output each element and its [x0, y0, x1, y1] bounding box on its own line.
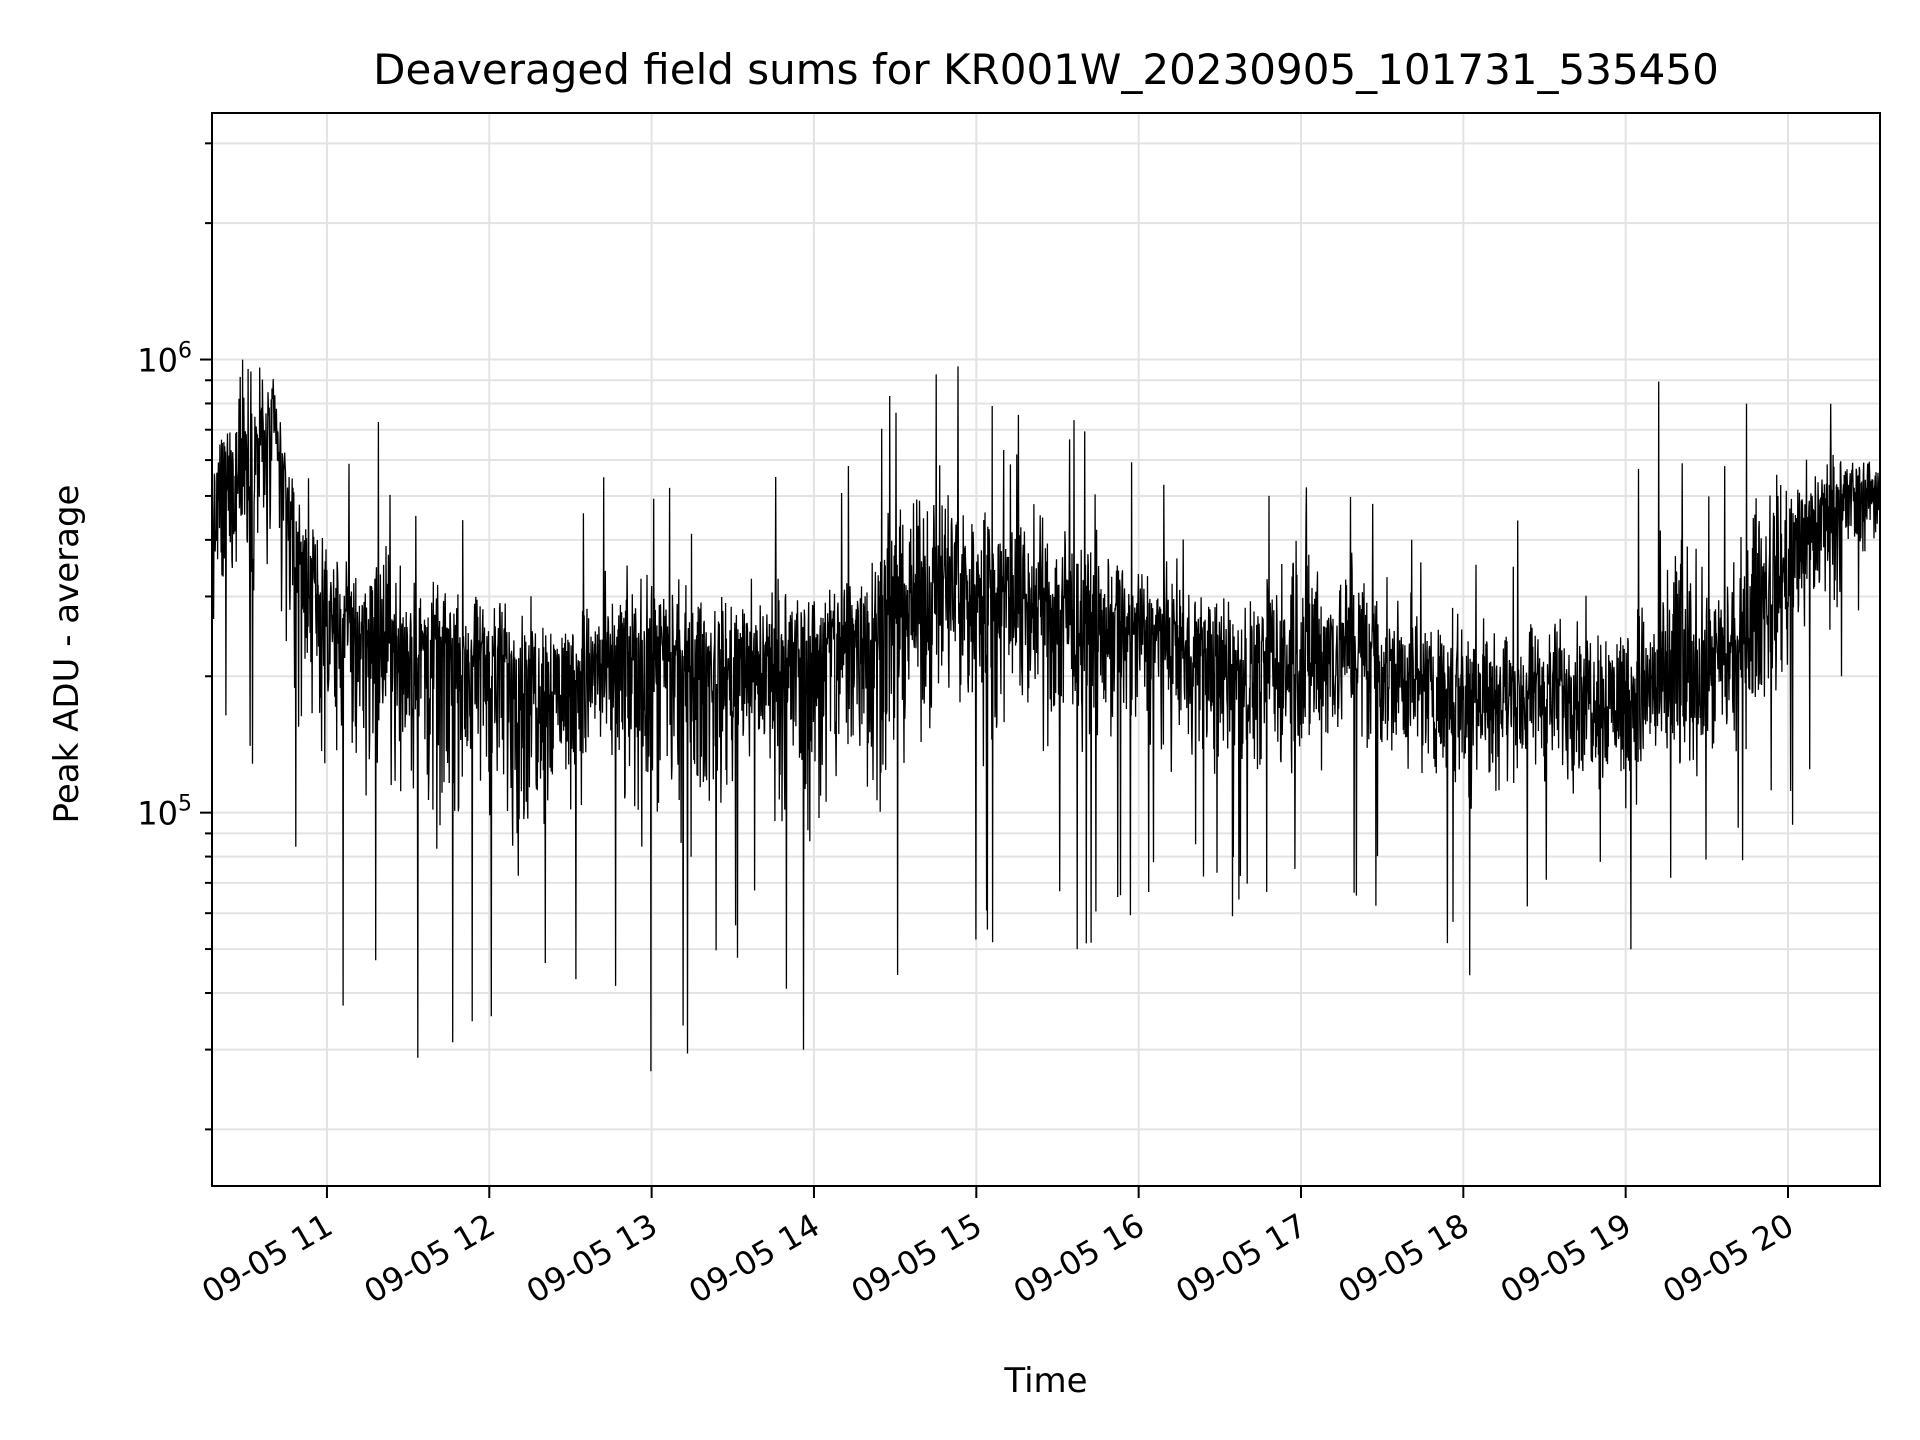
series-line: [211, 359, 1881, 1072]
x-axis-title: Time: [1003, 1361, 1087, 1401]
y-tick-label: 106: [137, 339, 192, 380]
y-axis-title: Peak ADU - average: [47, 485, 87, 824]
plot-frame: [211, 112, 1881, 1187]
chart-title: Deaveraged field sums for KR001W_2023090…: [373, 45, 1719, 94]
plot-area: [211, 359, 1881, 1072]
y-tick-label: 105: [137, 792, 192, 833]
